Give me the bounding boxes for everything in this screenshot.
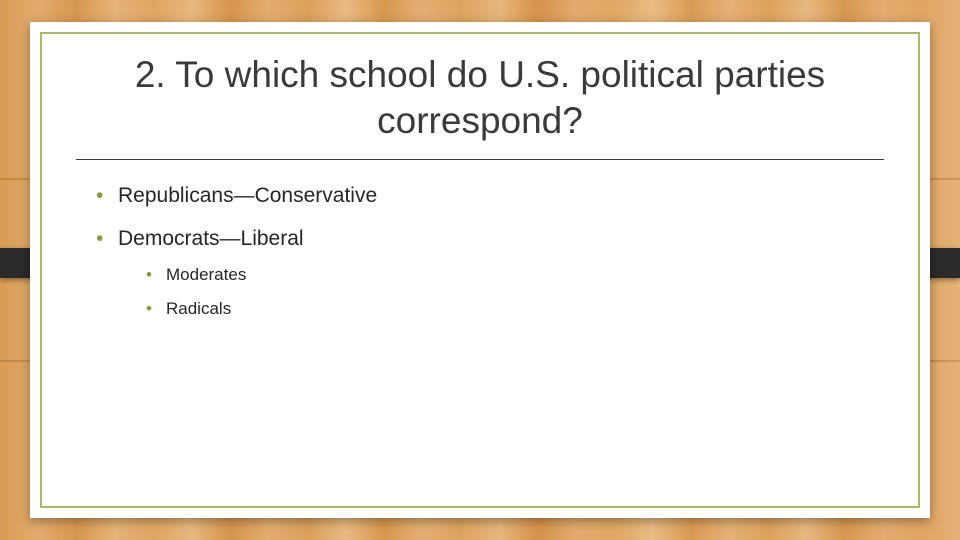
- list-item-label: Democrats—Liberal: [118, 227, 304, 250]
- list-item: Radicals: [146, 298, 890, 320]
- list-item: Democrats—Liberal Moderates Radicals: [96, 225, 890, 320]
- bullet-list: Republicans—Conservative Democrats—Liber…: [70, 182, 890, 321]
- list-item-label: Moderates: [166, 265, 246, 284]
- slide-content: 2. To which school do U.S. political par…: [70, 52, 890, 488]
- list-item: Republicans—Conservative: [96, 182, 890, 209]
- list-item-label: Radicals: [166, 299, 231, 318]
- slide-title: 2. To which school do U.S. political par…: [70, 52, 890, 159]
- sub-bullet-list: Moderates Radicals: [118, 264, 890, 320]
- list-item: Moderates: [146, 264, 890, 286]
- list-item-label: Republicans—Conservative: [118, 184, 377, 207]
- slide-card: 2. To which school do U.S. political par…: [30, 22, 930, 518]
- title-underline: [76, 159, 884, 160]
